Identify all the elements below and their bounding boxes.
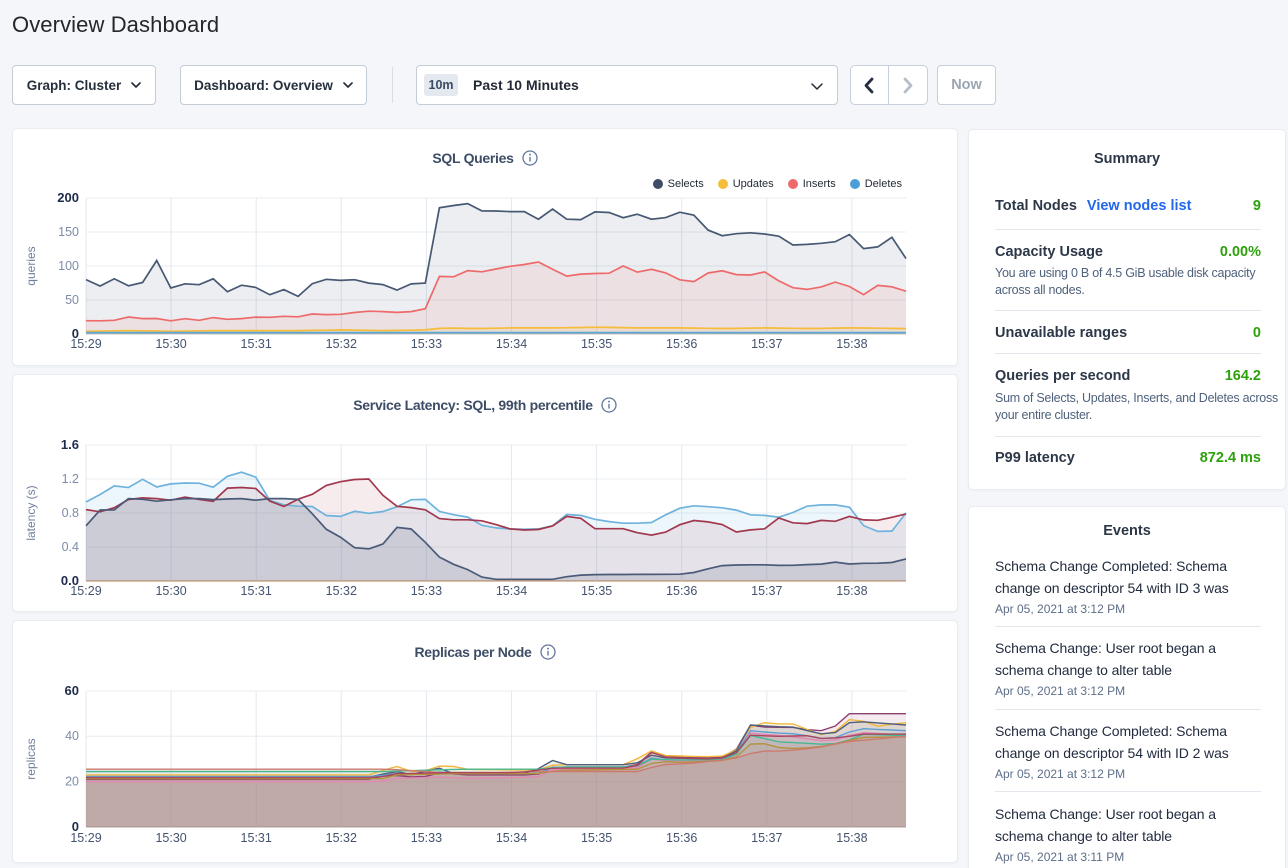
svg-text:15:31: 15:31 — [241, 831, 272, 845]
svg-text:15:33: 15:33 — [411, 831, 442, 845]
svg-text:50: 50 — [65, 293, 79, 307]
svg-text:15:30: 15:30 — [155, 831, 186, 845]
svg-text:1.2: 1.2 — [62, 472, 79, 486]
svg-text:15:30: 15:30 — [155, 584, 186, 598]
svg-text:15:36: 15:36 — [666, 584, 697, 598]
svg-text:15:30: 15:30 — [155, 337, 186, 351]
svg-text:15:35: 15:35 — [581, 831, 612, 845]
svg-text:15:37: 15:37 — [751, 337, 782, 351]
svg-text:15:34: 15:34 — [496, 831, 527, 845]
svg-text:15:31: 15:31 — [241, 337, 272, 351]
svg-text:15:35: 15:35 — [581, 337, 612, 351]
svg-text:15:36: 15:36 — [666, 831, 697, 845]
svg-text:15:29: 15:29 — [70, 584, 101, 598]
svg-text:15:37: 15:37 — [751, 584, 782, 598]
svg-text:15:34: 15:34 — [496, 584, 527, 598]
svg-text:replicas: replicas — [24, 738, 38, 779]
svg-text:1.6: 1.6 — [61, 437, 79, 452]
svg-text:150: 150 — [58, 225, 79, 239]
svg-text:15:37: 15:37 — [751, 831, 782, 845]
svg-text:0.0: 0.0 — [61, 573, 79, 588]
svg-text:15:38: 15:38 — [836, 831, 867, 845]
svg-text:0.4: 0.4 — [62, 540, 79, 554]
svg-text:0: 0 — [72, 819, 79, 834]
svg-text:15:32: 15:32 — [326, 337, 357, 351]
svg-text:15:29: 15:29 — [70, 831, 101, 845]
svg-text:15:38: 15:38 — [836, 337, 867, 351]
svg-text:15:33: 15:33 — [411, 584, 442, 598]
svg-text:15:34: 15:34 — [496, 337, 527, 351]
svg-text:15:32: 15:32 — [326, 831, 357, 845]
svg-text:60: 60 — [65, 683, 79, 698]
svg-text:15:36: 15:36 — [666, 337, 697, 351]
svg-text:15:32: 15:32 — [326, 584, 357, 598]
svg-text:latency (s): latency (s) — [24, 485, 38, 540]
svg-text:40: 40 — [65, 729, 79, 743]
svg-text:200: 200 — [57, 190, 79, 205]
svg-text:100: 100 — [58, 259, 79, 273]
svg-text:15:38: 15:38 — [836, 584, 867, 598]
svg-text:0: 0 — [72, 326, 79, 341]
svg-text:15:31: 15:31 — [241, 584, 272, 598]
svg-text:queries: queries — [24, 246, 38, 285]
svg-text:20: 20 — [65, 774, 79, 788]
svg-text:15:33: 15:33 — [411, 337, 442, 351]
svg-text:15:35: 15:35 — [581, 584, 612, 598]
svg-text:0.8: 0.8 — [62, 506, 79, 520]
svg-text:15:29: 15:29 — [70, 337, 101, 351]
